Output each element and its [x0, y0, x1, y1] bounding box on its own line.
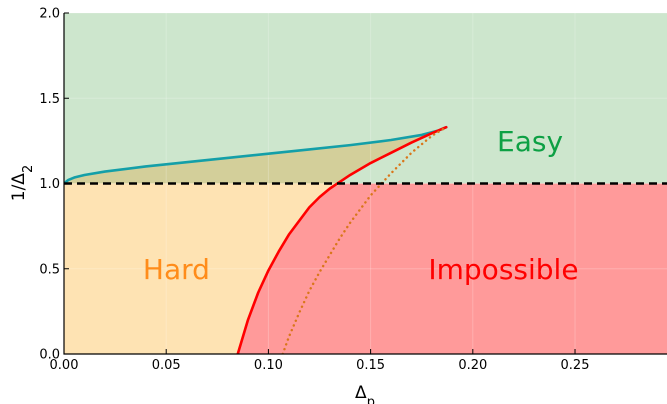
grid-lines — [63, 12, 667, 355]
y-tick-label: 2.0 — [39, 7, 60, 22]
x-tick-label: 0.25 — [561, 358, 590, 373]
region-labels: Easy Hard Impossible — [143, 125, 579, 286]
region-fills — [64, 13, 667, 354]
region-label-easy: Easy — [497, 125, 563, 158]
y-tick-label: 1.0 — [39, 177, 60, 192]
y-axis-ticks: 0.0 0.5 1.0 1.5 2.0 — [39, 7, 69, 363]
x-tick-label: 0.20 — [458, 358, 487, 373]
x-tick-label: 0.05 — [152, 358, 181, 373]
region-label-impossible: Impossible — [428, 253, 578, 286]
y-tick-label: 0.0 — [39, 348, 60, 363]
impossible-region — [237, 183, 667, 354]
region-label-hard: Hard — [143, 253, 210, 286]
series-curve-2 — [281, 126, 448, 354]
x-tick-label: 0.10 — [254, 358, 283, 373]
y-axis-label: 1/Δ2 — [9, 165, 36, 201]
curves — [64, 125, 448, 354]
series-curve-1 — [236, 125, 448, 354]
y-tick-label: 0.5 — [39, 262, 60, 277]
x-axis-ticks: 0.00 0.05 0.10 0.15 0.20 0.25 — [50, 349, 590, 373]
x-axis-label: Δp — [355, 383, 375, 404]
x-tick-label: 0.00 — [50, 358, 79, 373]
y-tick-label: 1.5 — [39, 92, 60, 107]
series-curve-0 — [64, 125, 448, 185]
x-tick-label: 0.15 — [356, 358, 385, 373]
